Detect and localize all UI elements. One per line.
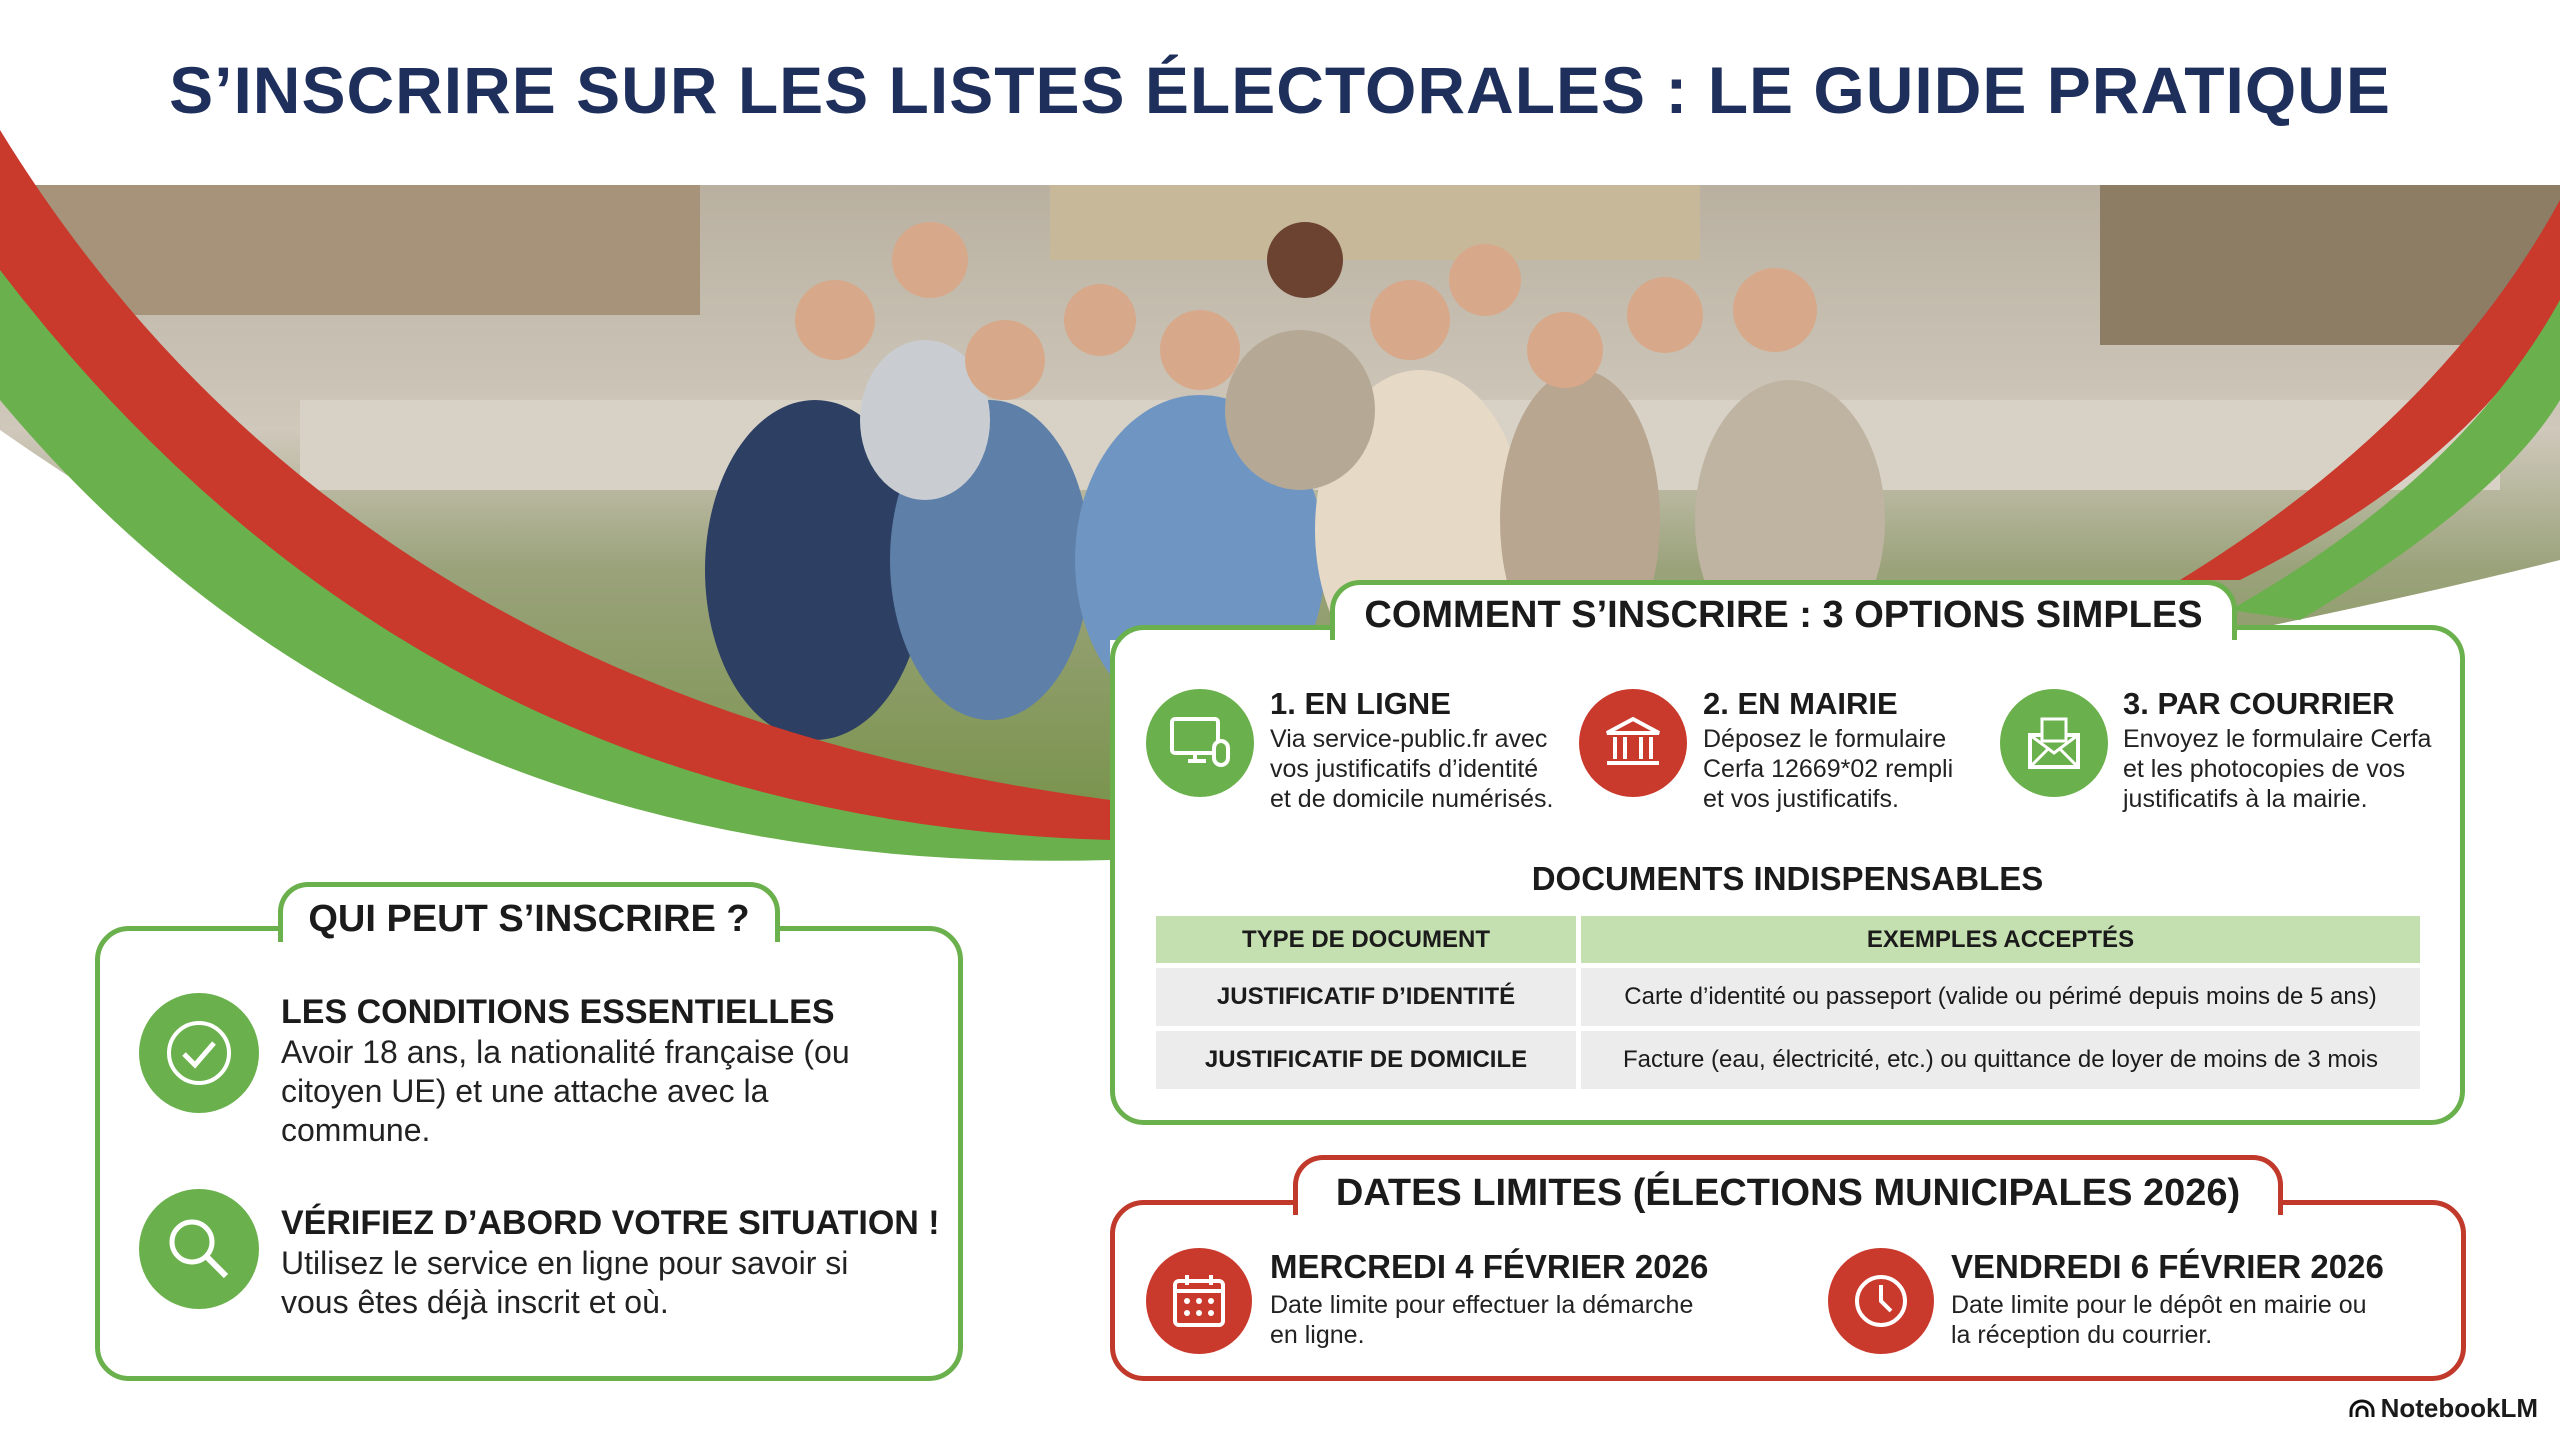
table-header: TYPE DE DOCUMENT <box>1156 916 1576 963</box>
search-icon <box>139 1189 259 1309</box>
option-text: Via service-public.fr avec <box>1270 725 1548 753</box>
who-can-register-heading: QUI PEUT S’INSCRIRE ? <box>278 882 780 942</box>
option-text: justificatifs à la mairie. <box>2123 785 2368 813</box>
envelope-icon <box>2000 689 2108 797</box>
green-swoosh-left <box>0 270 1110 861</box>
deadline-text: la réception du courrier. <box>1951 1321 2213 1349</box>
documents-heading: DOCUMENTS INDISPENSABLES <box>1531 860 2044 897</box>
option-title: 2. EN MAIRIE <box>1703 686 1898 721</box>
computer-icon <box>1146 689 1254 797</box>
option-text: Cerfa 12669*02 rempli <box>1703 755 1954 783</box>
item-title: VÉRIFIEZ D’ABORD VOTRE SITUATION ! <box>281 1204 940 1242</box>
deadline-text: Date limite pour effectuer la démarche <box>1270 1291 1694 1319</box>
table-cell: Facture (eau, électricité, etc.) ou quit… <box>1581 1031 2420 1089</box>
table-cell: JUSTIFICATIF D’IDENTITÉ <box>1156 968 1576 1026</box>
option-text: et vos justificatifs. <box>1703 785 1899 813</box>
table-cell: Carte d’identité ou passeport (valide ou… <box>1581 968 2420 1026</box>
option-text: Déposez le formulaire <box>1703 725 1947 753</box>
deadline-text: Date limite pour le dépôt en mairie ou <box>1951 1291 2367 1319</box>
table-cell: JUSTIFICATIF DE DOMICILE <box>1156 1031 1576 1089</box>
red-swoosh-right <box>2180 200 2560 580</box>
deadline-date: MERCREDI 4 FÉVRIER 2026 <box>1270 1248 1709 1285</box>
item-text: vous êtes déjà inscrit et où. <box>281 1284 669 1320</box>
check-circle-icon <box>139 993 259 1113</box>
table-header: EXEMPLES ACCEPTÉS <box>1581 916 2420 963</box>
page-title: S’INSCRIRE SUR LES LISTES ÉLECTORALES : … <box>169 53 2391 127</box>
how-to-register-heading: COMMENT S’INSCRIRE : 3 OPTIONS SIMPLES <box>1330 580 2237 640</box>
deadline-text: en ligne. <box>1270 1321 1365 1349</box>
table-row: JUSTIFICATIF DE DOMICILE Facture (eau, él… <box>1156 1031 2420 1089</box>
option-text: vos justificatifs d’identité <box>1270 755 1539 783</box>
option-text: et de domicile numérisés. <box>1270 785 1554 813</box>
documents-table: TYPE DE DOCUMENT EXEMPLES ACCEPTÉS JUSTIF… <box>1151 911 2425 1094</box>
notebooklm-watermark: NotebookLM <box>2349 1393 2538 1424</box>
who-can-register-panel <box>95 926 963 1381</box>
item-text: Avoir 18 ans, la nationalité française (… <box>281 1034 850 1070</box>
calendar-icon <box>1146 1248 1252 1354</box>
deadline-date: VENDREDI 6 FÉVRIER 2026 <box>1951 1248 2384 1285</box>
item-text: Utilisez le service en ligne pour savoir… <box>281 1245 849 1281</box>
option-title: 1. EN LIGNE <box>1270 686 1451 721</box>
town-hall-icon <box>1579 689 1687 797</box>
item-text: citoyen UE) et une attache avec la <box>281 1073 769 1109</box>
item-title: LES CONDITIONS ESSENTIELLES <box>281 993 835 1031</box>
option-text: Envoyez le formulaire Cerfa <box>2123 725 2432 753</box>
green-swoosh-right <box>2230 300 2560 620</box>
red-swoosh-left <box>0 130 1110 860</box>
option-title: 3. PAR COURRIER <box>2123 686 2395 721</box>
notebooklm-logo-icon <box>2349 1399 2375 1417</box>
table-row: JUSTIFICATIF D’IDENTITÉ Carte d’identité … <box>1156 968 2420 1026</box>
option-text: et les photocopies de vos <box>2123 755 2406 783</box>
item-text: commune. <box>281 1112 431 1148</box>
deadlines-heading: DATES LIMITES (ÉLECTIONS MUNICIPALES 202… <box>1293 1155 2283 1215</box>
clock-icon <box>1828 1248 1934 1354</box>
watermark-text: NotebookLM <box>2380 1393 2538 1423</box>
